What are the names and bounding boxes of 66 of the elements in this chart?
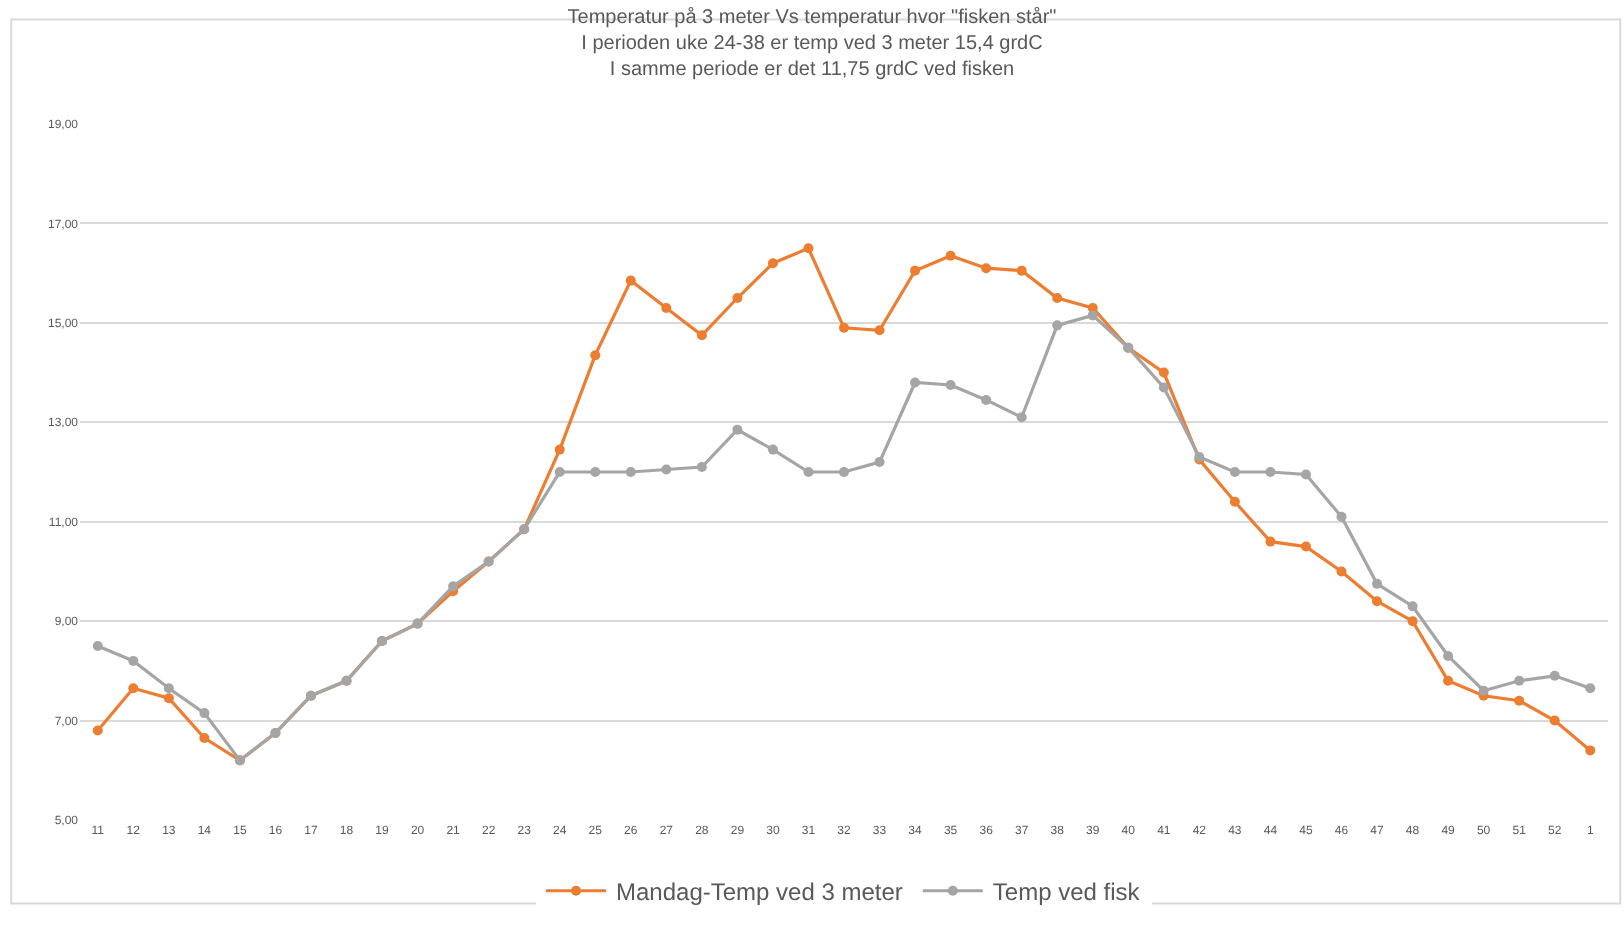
point: [92, 725, 103, 736]
point: [732, 424, 743, 435]
legend-label: Temp ved fisk: [992, 878, 1142, 907]
point: [1585, 745, 1596, 756]
point: [128, 655, 139, 666]
point: [767, 444, 778, 455]
point: [910, 377, 921, 388]
point: [1514, 695, 1525, 706]
point: [803, 467, 814, 477]
point: [625, 275, 636, 286]
point: [1443, 675, 1454, 686]
point: [696, 330, 707, 341]
point: [803, 243, 814, 254]
point: [839, 322, 849, 333]
point: [1585, 683, 1596, 694]
point: [1478, 685, 1489, 696]
point: [625, 467, 636, 477]
point: [839, 467, 849, 477]
point: [1016, 412, 1027, 423]
point: [1372, 596, 1383, 607]
point: [1016, 265, 1027, 276]
point: [1052, 293, 1063, 303]
point: [1158, 367, 1169, 378]
point: [92, 641, 103, 651]
point: [1372, 578, 1383, 589]
point: [1443, 650, 1454, 661]
legend-label: Mandag-Temp ved 3 meter: [616, 878, 903, 907]
point: [874, 325, 885, 336]
point: [1549, 670, 1560, 681]
point: [590, 350, 601, 361]
point: [910, 265, 921, 276]
point: [163, 683, 174, 694]
point: [1407, 616, 1418, 627]
point: [981, 394, 992, 405]
point: [1549, 715, 1560, 726]
point: [874, 457, 885, 468]
point: [767, 258, 778, 269]
point: [945, 250, 956, 261]
point: [661, 302, 672, 313]
point: [981, 263, 992, 274]
point: [128, 683, 139, 694]
point: [1229, 467, 1240, 477]
point: [590, 467, 601, 477]
point: [448, 581, 459, 592]
point: [1300, 469, 1311, 480]
point: [696, 462, 707, 473]
point: [1265, 467, 1276, 477]
point: [1158, 382, 1169, 393]
point: [1514, 675, 1525, 686]
point: [163, 693, 174, 704]
point: [945, 380, 956, 390]
point: [1052, 320, 1063, 331]
point: [1229, 496, 1240, 507]
point: [1407, 601, 1418, 612]
chart-title: Temperatur på 3 meter Vs temperatur hvor "fisken står" I perioden uke 24-38 er temp ved 3 meter 15,4 grdC I samme periode er det 11,75 grdC ved fisken: [567, 5, 1058, 82]
point: [554, 444, 565, 455]
point: [1300, 541, 1311, 552]
point: [1336, 511, 1347, 522]
point: [1087, 310, 1098, 321]
point: [1336, 566, 1347, 577]
point: [554, 467, 565, 477]
point: [732, 293, 743, 303]
point: [199, 732, 210, 743]
point: [1265, 536, 1276, 547]
point: [199, 708, 210, 719]
point: [661, 464, 672, 475]
